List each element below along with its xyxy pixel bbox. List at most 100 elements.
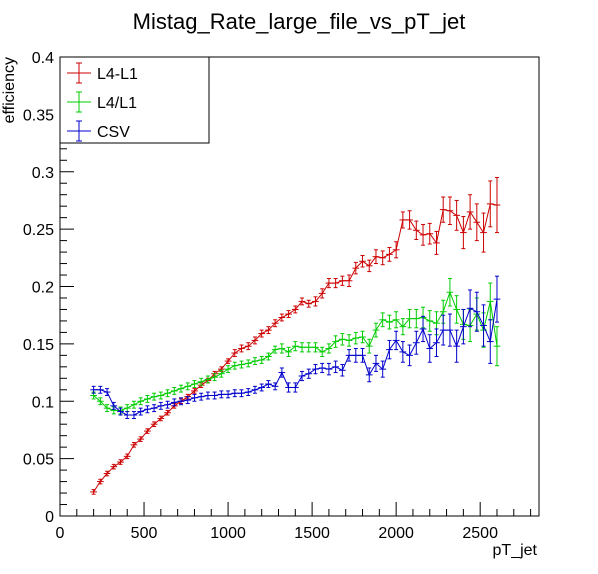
data-point <box>204 391 212 400</box>
data-point <box>224 358 232 364</box>
data-point <box>352 261 360 275</box>
data-point <box>251 385 259 394</box>
data-point <box>224 390 232 399</box>
data-point <box>325 362 333 376</box>
data-point <box>130 411 138 419</box>
data-point <box>130 400 138 409</box>
data-point <box>399 318 407 336</box>
data-point <box>117 407 124 416</box>
data-point <box>352 347 360 363</box>
data-point <box>359 330 366 344</box>
data-point <box>285 382 292 393</box>
series-csv <box>90 275 501 419</box>
data-point <box>137 407 145 416</box>
data-point <box>466 289 474 328</box>
data-point <box>217 390 225 399</box>
data-point <box>305 299 313 308</box>
data-point <box>164 400 171 409</box>
data-point <box>332 335 339 348</box>
data-point <box>318 288 326 299</box>
data-point <box>412 330 420 355</box>
data-point <box>157 415 165 422</box>
data-point <box>298 297 306 306</box>
data-point <box>433 328 440 357</box>
data-point <box>278 367 286 378</box>
data-point <box>439 196 447 223</box>
data-point <box>406 308 413 329</box>
data-point <box>251 357 259 366</box>
data-point <box>392 241 400 259</box>
data-point <box>486 319 494 364</box>
data-point <box>379 312 387 328</box>
data-point <box>318 346 326 357</box>
data-point <box>265 380 272 388</box>
data-point <box>123 453 131 460</box>
data-point <box>217 369 225 378</box>
data-point <box>170 386 178 395</box>
data-point <box>359 255 366 268</box>
data-point <box>446 313 454 347</box>
data-point <box>406 210 413 230</box>
data-point <box>412 220 420 240</box>
data-point <box>258 329 266 338</box>
data-point <box>278 343 286 354</box>
data-point <box>426 222 434 245</box>
data-point <box>460 308 467 345</box>
data-point <box>238 344 245 353</box>
data-point <box>473 291 481 332</box>
data-point <box>144 395 151 403</box>
data-point <box>406 344 413 367</box>
data-point <box>325 277 333 289</box>
legend-entry: L4/L1 <box>67 91 137 113</box>
legend-label: L4/L1 <box>97 95 137 112</box>
data-point <box>399 341 407 363</box>
y-tick-label: 0.3 <box>32 165 54 182</box>
data-point <box>90 385 97 394</box>
data-point <box>338 275 346 286</box>
y-tick-label: 0.4 <box>32 50 54 67</box>
data-point <box>258 355 266 364</box>
x-tick-label: 0 <box>56 525 65 542</box>
y-tick-label: 0.15 <box>23 337 54 354</box>
data-point <box>345 349 353 362</box>
x-tick-label: 2500 <box>462 525 498 542</box>
data-point <box>258 383 266 392</box>
y-axis-label: efficiency <box>1 57 18 123</box>
data-point <box>345 274 353 287</box>
y-tick-label: 0.05 <box>23 452 54 469</box>
data-point <box>191 393 198 402</box>
data-point <box>90 489 97 495</box>
x-axis-label: pT_jet <box>493 542 538 559</box>
data-point <box>305 368 313 379</box>
data-point <box>426 310 434 332</box>
data-point <box>460 216 467 250</box>
data-point <box>446 196 454 226</box>
series-l4-l1 <box>90 176 501 495</box>
data-point <box>446 277 454 307</box>
data-point <box>224 365 232 374</box>
data-point <box>123 404 131 413</box>
data-point <box>419 315 427 343</box>
data-point <box>285 310 292 318</box>
data-point <box>238 360 245 369</box>
data-point <box>137 397 145 406</box>
data-point <box>238 389 245 398</box>
data-point <box>298 370 306 382</box>
data-point <box>265 352 272 361</box>
data-point <box>117 459 124 465</box>
data-point <box>379 360 387 378</box>
data-point <box>372 249 380 265</box>
legend-label: CSV <box>97 124 130 141</box>
data-point <box>493 275 501 323</box>
data-point <box>144 405 151 414</box>
data-point <box>291 305 299 314</box>
data-point <box>392 330 400 351</box>
data-point <box>278 313 286 322</box>
data-point <box>493 176 501 234</box>
data-point <box>177 384 185 393</box>
data-point <box>372 322 380 338</box>
data-point <box>130 442 138 448</box>
data-point <box>150 404 158 413</box>
legend: L4-L1 L4/L1 CSV <box>59 56 210 144</box>
data-point <box>184 382 192 391</box>
